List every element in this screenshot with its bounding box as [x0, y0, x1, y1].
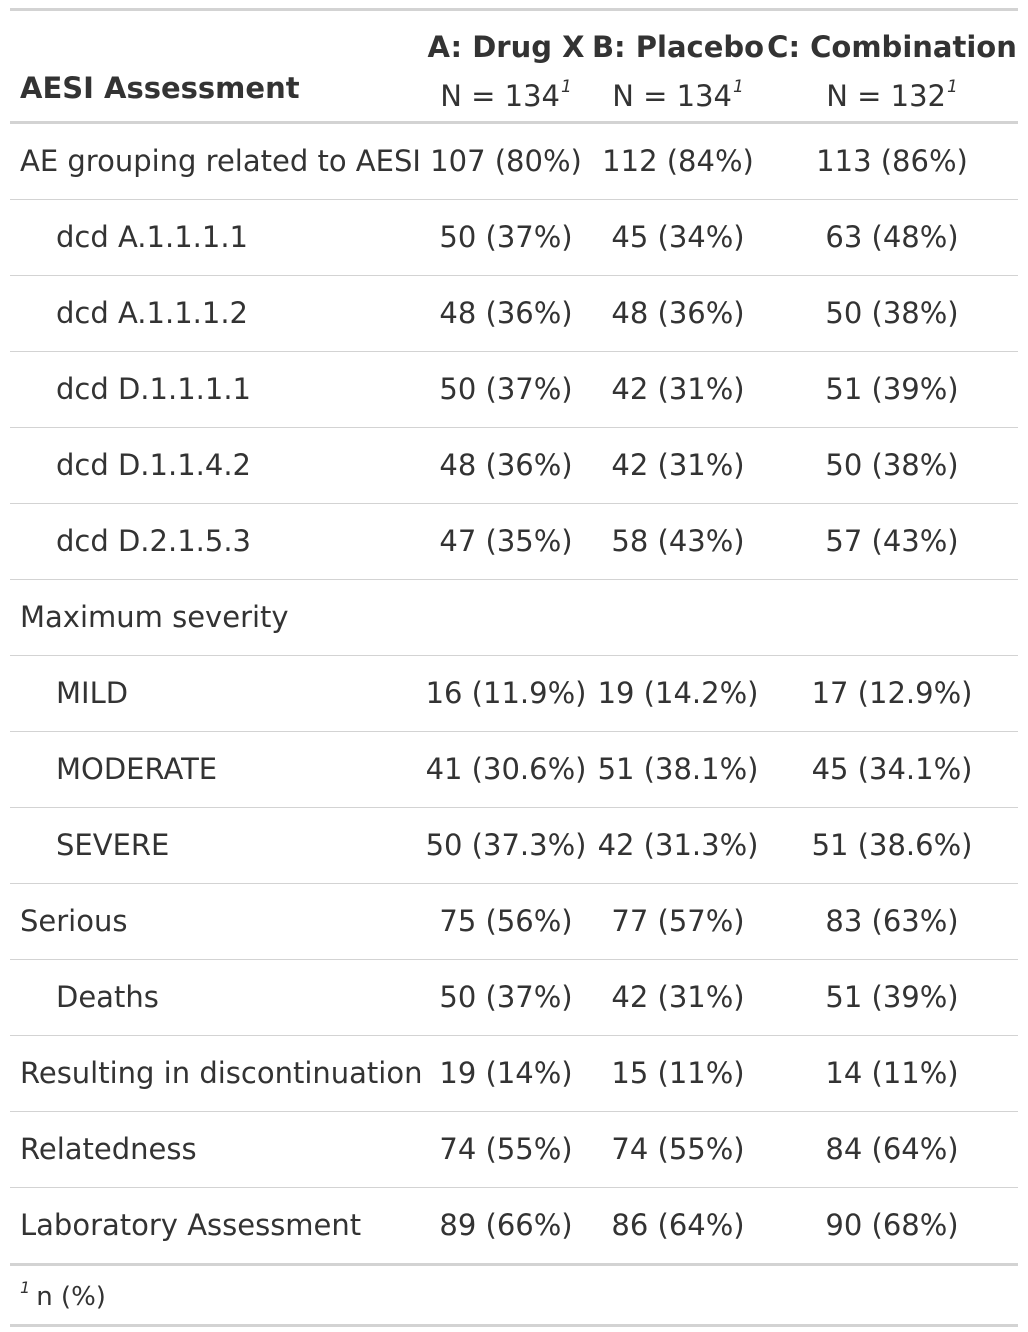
table-cell: 15 (11%) [611, 1056, 745, 1090]
row-label: SEVERE [56, 828, 170, 862]
table-cell: 50 (38%) [825, 448, 959, 482]
column-header-placebo: B: Placebo N = 1341 [592, 27, 764, 116]
table-row: dcd D.1.1.4.2 48 (36%) 42 (31%) 50 (38%) [10, 428, 1018, 504]
table-cell: 42 (31.3%) [597, 828, 759, 862]
table-row: dcd A.1.1.1.2 48 (36%) 48 (36%) 50 (38%) [10, 276, 1018, 352]
table-cell: 113 (86%) [816, 144, 968, 178]
table-cell: 50 (37%) [439, 220, 573, 254]
row-label: Resulting in discontinuation [20, 1056, 423, 1090]
row-label: Relatedness [20, 1132, 197, 1166]
table-row: dcd D.1.1.1.1 50 (37%) 42 (31%) 51 (39%) [10, 352, 1018, 428]
table-cell: 41 (30.6%) [425, 752, 587, 786]
table-cell: 48 (36%) [611, 296, 745, 330]
row-label: MODERATE [56, 752, 218, 786]
table-row: dcd D.2.1.5.3 47 (35%) 58 (43%) 57 (43%) [10, 504, 1018, 580]
table-header: AESI Assessment A: Drug X N = 1341 B: Pl… [10, 11, 1018, 121]
table-bottom-rule [10, 1263, 1018, 1266]
table-cell: 74 (55%) [611, 1132, 745, 1166]
row-label: Deaths [56, 980, 159, 1014]
table-row: Maximum severity [10, 580, 1018, 656]
table-row: SEVERE 50 (37.3%) 42 (31.3%) 51 (38.6%) [10, 808, 1018, 884]
table-cell: 112 (84%) [602, 144, 754, 178]
table-cell: 16 (11.9%) [425, 676, 587, 710]
row-label: dcd A.1.1.1.1 [56, 220, 248, 254]
footnote-marker: 1 [560, 77, 572, 97]
table-cell: 83 (63%) [825, 904, 959, 938]
table-row: Laboratory Assessment 89 (66%) 86 (64%) 90 … [10, 1188, 1018, 1263]
table-cell: 50 (37%) [439, 980, 573, 1014]
table-row: Deaths 50 (37%) 42 (31%) 51 (39%) [10, 960, 1018, 1036]
table-cell: 42 (31%) [611, 448, 745, 482]
table-cell: 84 (64%) [825, 1132, 959, 1166]
table-cell: 75 (56%) [439, 904, 573, 938]
column-header-drug-x: A: Drug X N = 1341 [428, 27, 585, 116]
column-n: N = 132 [826, 79, 946, 113]
table-cell: 74 (55%) [439, 1132, 573, 1166]
footnote-marker: 1 [946, 77, 958, 97]
row-label: dcd D.2.1.5.3 [56, 524, 251, 558]
table-cell: 50 (37.3%) [425, 828, 587, 862]
table-row: Serious 75 (56%) 77 (57%) 83 (63%) [10, 884, 1018, 960]
table-cell: 45 (34%) [611, 220, 745, 254]
table-top-rule [10, 8, 1018, 11]
row-label: AE grouping related to AESI [20, 144, 421, 178]
table-cell: 86 (64%) [611, 1208, 745, 1242]
footnote: 1 n (%) [20, 1278, 106, 1312]
column-name: B: Placebo [591, 30, 765, 64]
table-cell: 77 (57%) [611, 904, 745, 938]
table-cell: 19 (14.2%) [597, 676, 759, 710]
table-cell: 107 (80%) [430, 144, 582, 178]
table-row: AE grouping related to AESI 107 (80%) 112 … [10, 124, 1018, 200]
table-cell: 50 (37%) [439, 372, 573, 406]
table-cell: 42 (31%) [611, 980, 745, 1014]
row-label: Serious [20, 904, 128, 938]
table-row: Resulting in discontinuation 19 (14%) 15 (… [10, 1036, 1018, 1112]
column-n: N = 134 [440, 79, 560, 113]
table-cell: 58 (43%) [611, 524, 745, 558]
table-row: MILD 16 (11.9%) 19 (14.2%) 17 (12.9%) [10, 656, 1018, 732]
table-cell: 17 (12.9%) [811, 676, 973, 710]
column-name: A: Drug X [427, 30, 585, 64]
column-name: C: Combination [767, 30, 1017, 64]
table-cell: 51 (38.1%) [597, 752, 759, 786]
table-cell: 50 (38%) [825, 296, 959, 330]
header-rule [10, 121, 1018, 124]
aesi-summary-table: AESI Assessment A: Drug X N = 1341 B: Pl… [10, 8, 1018, 1327]
table-row: dcd A.1.1.1.1 50 (37%) 45 (34%) 63 (48%) [10, 200, 1018, 276]
table-cell: 47 (35%) [439, 524, 573, 558]
table-body: AE grouping related to AESI 107 (80%) 112 … [10, 124, 1018, 1263]
table-cell: 19 (14%) [439, 1056, 573, 1090]
row-label: dcd D.1.1.1.1 [56, 372, 251, 406]
table-cell: 51 (39%) [825, 372, 959, 406]
column-header-combination: C: Combination N = 1321 [767, 27, 1017, 116]
footer-rule [10, 1324, 1018, 1327]
table-cell: 42 (31%) [611, 372, 745, 406]
table-cell: 57 (43%) [825, 524, 959, 558]
table-cell: 45 (34.1%) [811, 752, 973, 786]
footnote-text: n (%) [36, 1282, 106, 1312]
stub-header: AESI Assessment [20, 71, 300, 105]
table-cell: 48 (36%) [439, 296, 573, 330]
table-row: Relatedness 74 (55%) 74 (55%) 84 (64%) [10, 1112, 1018, 1188]
table-cell: 48 (36%) [439, 448, 573, 482]
row-label: dcd D.1.1.4.2 [56, 448, 251, 482]
row-label: dcd A.1.1.1.2 [56, 296, 248, 330]
footnote-marker: 1 [20, 1278, 31, 1297]
row-label: Maximum severity [20, 600, 289, 634]
table-cell: 51 (39%) [825, 980, 959, 1014]
table-cell: 89 (66%) [439, 1208, 573, 1242]
table-cell: 90 (68%) [825, 1208, 959, 1242]
row-label: MILD [56, 676, 129, 710]
table-row: MODERATE 41 (30.6%) 51 (38.1%) 45 (34.1%) [10, 732, 1018, 808]
table-cell: 63 (48%) [825, 220, 959, 254]
table-cell: 51 (38.6%) [811, 828, 973, 862]
column-n: N = 134 [612, 79, 732, 113]
row-label: Laboratory Assessment [20, 1208, 362, 1242]
table-cell: 14 (11%) [825, 1056, 959, 1090]
footnote-marker: 1 [732, 77, 744, 97]
table-footer: 1 n (%) [10, 1266, 1018, 1324]
